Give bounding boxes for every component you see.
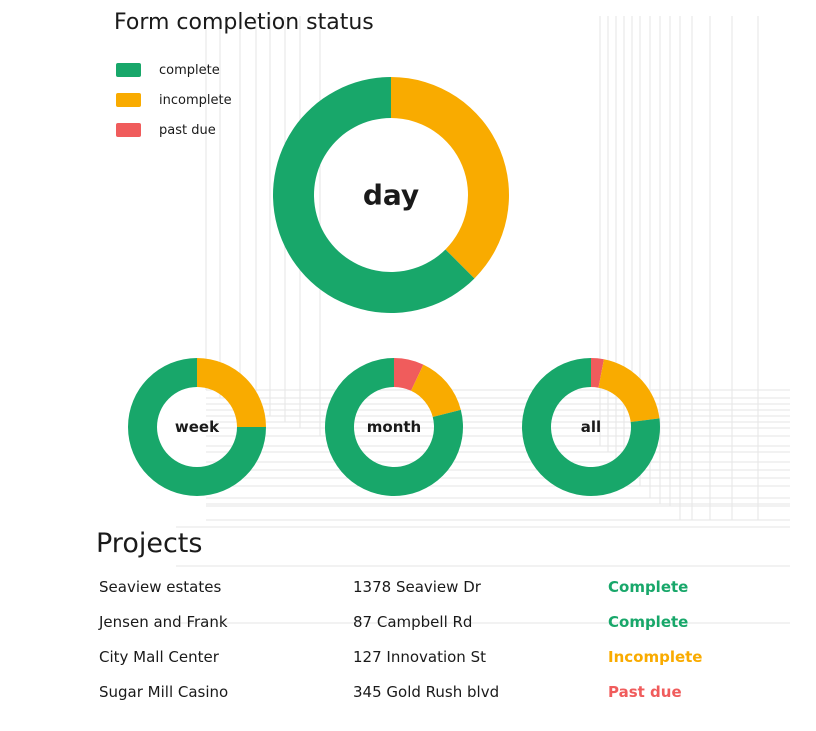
- table-row[interactable]: Seaview estates 1378 Seaview Dr Complete: [99, 572, 789, 607]
- donut-charts: day week month all: [128, 77, 661, 497]
- legend-swatch-past-due: [116, 123, 141, 137]
- donut-label-month: month: [367, 418, 421, 436]
- legend-swatch-complete: [116, 63, 141, 77]
- project-status: Complete: [608, 613, 689, 631]
- projects-title: Projects: [96, 528, 203, 559]
- project-status: Incomplete: [608, 648, 703, 666]
- project-address: 345 Gold Rush blvd: [353, 683, 500, 701]
- chart-title: Form completion status: [114, 10, 374, 35]
- table-row[interactable]: Sugar Mill Casino 345 Gold Rush blvd Pas…: [99, 677, 789, 712]
- legend-item-incomplete[interactable]: incomplete: [116, 85, 232, 115]
- legend-label-complete: complete: [159, 62, 220, 78]
- project-address: 127 Innovation St: [353, 648, 486, 666]
- legend-item-complete[interactable]: complete: [116, 55, 232, 85]
- project-name: Sugar Mill Casino: [99, 683, 229, 701]
- donut-all: all: [522, 358, 661, 496]
- donut-month: month: [325, 358, 463, 497]
- donut-label-all: all: [581, 418, 601, 436]
- slice-day-incomplete[interactable]: [391, 77, 510, 279]
- donut-week: week: [128, 358, 266, 497]
- slice-all-past-due[interactable]: [591, 358, 604, 388]
- legend-label-incomplete: incomplete: [159, 92, 232, 108]
- project-name: Jensen and Frank: [99, 613, 228, 631]
- project-status: Complete: [608, 578, 689, 596]
- donut-day: day: [273, 77, 510, 313]
- project-address: 87 Campbell Rd: [353, 613, 473, 631]
- legend: complete incomplete past due: [116, 55, 232, 145]
- legend-label-past-due: past due: [159, 122, 216, 138]
- project-status: Past due: [608, 683, 682, 701]
- table-row[interactable]: Jensen and Frank 87 Campbell Rd Complete: [99, 607, 789, 642]
- slice-month-complete[interactable]: [325, 358, 463, 497]
- legend-swatch-incomplete: [116, 93, 141, 107]
- projects-table: Seaview estates 1378 Seaview Dr Complete…: [99, 572, 789, 712]
- donut-label-day: day: [363, 179, 419, 212]
- slice-day-complete[interactable]: [273, 77, 475, 313]
- donut-label-week: week: [175, 418, 220, 436]
- slice-month-past-due[interactable]: [394, 358, 424, 391]
- legend-item-past-due[interactable]: past due: [116, 115, 232, 145]
- project-name: City Mall Center: [99, 648, 219, 666]
- slice-month-incomplete[interactable]: [411, 364, 461, 418]
- slice-week-incomplete[interactable]: [197, 358, 266, 427]
- project-name: Seaview estates: [99, 578, 222, 596]
- slice-week-complete[interactable]: [128, 358, 266, 497]
- table-row[interactable]: City Mall Center 127 Innovation St Incom…: [99, 642, 789, 677]
- slice-all-incomplete[interactable]: [598, 359, 660, 422]
- slice-all-complete[interactable]: [522, 358, 661, 496]
- project-address: 1378 Seaview Dr: [353, 578, 481, 596]
